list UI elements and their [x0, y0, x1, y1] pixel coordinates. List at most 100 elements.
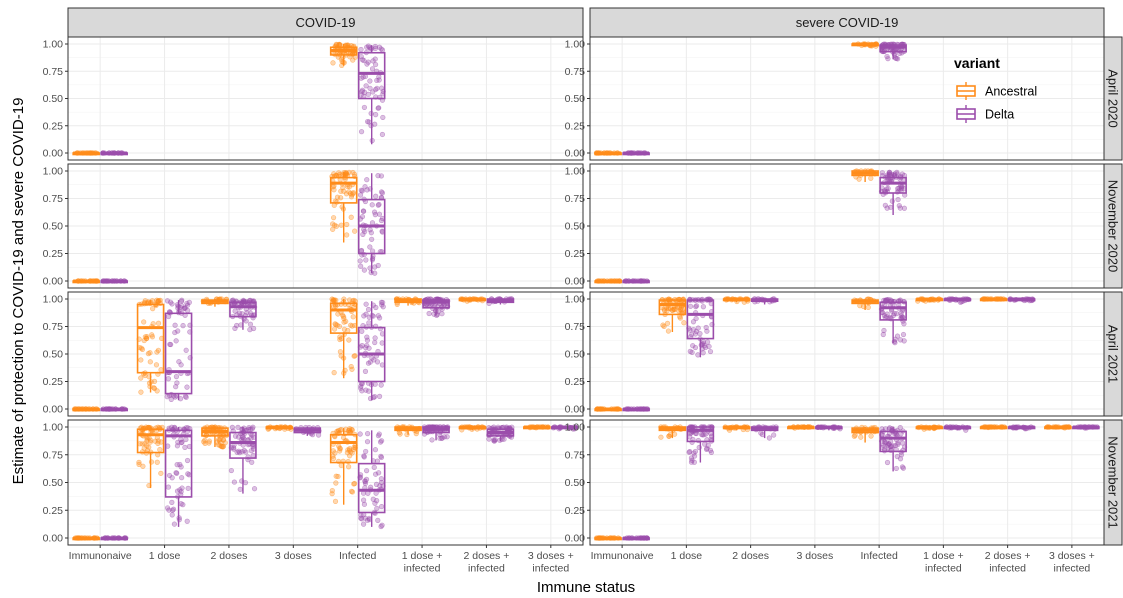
data-point — [172, 322, 178, 328]
data-point — [172, 329, 178, 336]
data-point — [165, 484, 172, 490]
data-point — [378, 189, 385, 195]
y-tick-label: 0.25 — [565, 248, 586, 260]
data-point — [350, 314, 356, 320]
y-tick-label: 0.75 — [565, 193, 586, 205]
data-point — [357, 431, 363, 437]
data-point — [150, 306, 156, 312]
y-tick-label: 0.75 — [43, 66, 64, 78]
data-point — [343, 318, 349, 325]
y-tick-label: 1.00 — [565, 166, 586, 178]
row-strip-label: April 2020 — [1106, 69, 1121, 128]
data-point — [173, 338, 179, 344]
data-point — [358, 46, 364, 53]
y-tick-label: 0.00 — [43, 276, 64, 288]
data-point — [330, 215, 337, 221]
box-body — [422, 299, 450, 309]
data-point — [370, 248, 376, 254]
data-point — [365, 431, 371, 437]
box-delta — [100, 535, 129, 541]
box-body — [879, 176, 907, 194]
data-point — [180, 502, 186, 508]
data-point — [367, 78, 373, 84]
x-tick-label-line: infected — [989, 563, 1026, 575]
data-point — [331, 370, 337, 376]
data-point — [703, 324, 709, 331]
data-point — [374, 498, 380, 504]
y-tick-label: 0.00 — [565, 276, 586, 288]
data-point — [378, 299, 385, 305]
box-delta — [164, 424, 193, 527]
box-delta — [357, 43, 386, 145]
box-delta — [750, 424, 779, 441]
data-point — [365, 91, 371, 97]
box-body — [879, 301, 907, 321]
box-delta — [486, 424, 515, 444]
column-strip-label: severe COVID-19 — [796, 15, 899, 30]
box-ancestral — [136, 424, 165, 489]
data-point — [346, 464, 352, 470]
data-point — [667, 305, 673, 311]
y-tick-label: 0.00 — [43, 148, 64, 160]
box-ancestral — [458, 296, 487, 304]
y-tick-label: 1.00 — [43, 422, 64, 434]
x-tick-label-line: Infected — [860, 550, 898, 562]
data-point — [704, 339, 711, 345]
data-point — [147, 439, 153, 445]
data-point — [865, 304, 871, 310]
data-point — [335, 429, 341, 435]
box-ancestral — [72, 278, 100, 284]
x-tick-label: Immunonaive — [69, 550, 132, 562]
x-tick-label-line: 1 dose + — [402, 550, 443, 562]
x-tick-label-line: infected — [1053, 563, 1090, 575]
data-point — [376, 201, 382, 208]
data-point — [332, 222, 338, 228]
data-point — [363, 83, 369, 89]
data-point — [687, 327, 693, 333]
data-point — [348, 488, 355, 494]
data-point — [337, 349, 344, 355]
data-point — [332, 498, 339, 504]
y-tick-label: 1.00 — [565, 39, 586, 51]
box-delta — [100, 278, 128, 284]
box-body — [357, 462, 386, 514]
data-point — [426, 310, 432, 317]
x-tick-label-line: 3 doses + — [528, 550, 574, 562]
data-point — [237, 486, 243, 492]
data-point — [658, 434, 664, 440]
data-point — [165, 376, 172, 382]
y-tick-label: 0.00 — [565, 404, 586, 416]
data-point — [179, 439, 185, 445]
y-tick-label: 1.00 — [43, 166, 64, 178]
data-point — [362, 368, 369, 374]
box-body — [686, 426, 715, 443]
data-point — [364, 342, 370, 349]
box-ancestral — [851, 168, 879, 182]
data-point — [441, 434, 448, 440]
data-point — [373, 112, 379, 118]
data-point — [501, 436, 507, 442]
box-ancestral — [979, 424, 1008, 431]
x-tick-label-line: 2 doses — [211, 550, 248, 562]
x-tick-label: Infected — [860, 550, 898, 562]
data-point — [693, 303, 700, 309]
data-point — [176, 517, 182, 523]
data-point — [707, 348, 714, 355]
data-point — [344, 232, 350, 238]
data-point — [336, 323, 343, 330]
data-point — [377, 439, 384, 445]
data-point — [234, 322, 240, 329]
data-point — [348, 322, 354, 328]
data-point — [901, 321, 907, 327]
box-ancestral — [394, 424, 422, 438]
data-point — [250, 452, 256, 459]
data-point — [364, 468, 370, 474]
box-ancestral — [787, 424, 815, 431]
x-tick-label: 2 doses — [732, 550, 769, 562]
box-body — [329, 433, 358, 464]
data-point — [492, 437, 498, 443]
data-point — [172, 394, 178, 400]
data-point — [329, 488, 335, 494]
data-point — [689, 331, 695, 338]
box-ancestral — [851, 296, 879, 310]
